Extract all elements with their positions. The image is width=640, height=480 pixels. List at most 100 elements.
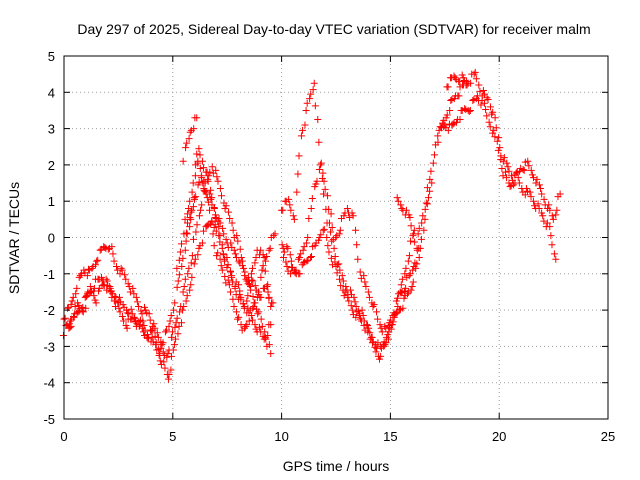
data-point: [456, 77, 464, 85]
data-point: [118, 266, 126, 274]
data-point: [410, 263, 418, 271]
data-point: [158, 341, 166, 349]
data-point: [70, 313, 78, 321]
data-point: [92, 261, 100, 269]
data-point: [202, 188, 210, 196]
data-point: [299, 126, 307, 134]
data-point: [74, 308, 82, 316]
data-point: [480, 99, 488, 107]
data-point: [225, 208, 233, 216]
data-point: [84, 265, 92, 273]
data-point: [360, 272, 368, 280]
data-point: [103, 277, 111, 285]
data-point: [67, 322, 75, 330]
data-point: [186, 286, 194, 294]
data-point: [106, 283, 114, 291]
data-point: [513, 168, 521, 176]
data-point: [297, 132, 305, 140]
data-point: [282, 258, 290, 266]
data-point: [420, 226, 428, 234]
y-tick-label: 4: [48, 85, 55, 100]
data-point: [126, 288, 134, 296]
data-point: [149, 326, 157, 334]
data-point: [419, 212, 427, 220]
data-point: [402, 206, 410, 214]
data-point: [524, 157, 532, 165]
data-point: [323, 234, 331, 241]
data-point: [352, 313, 360, 321]
data-point: [117, 264, 125, 272]
data-point: [393, 294, 401, 302]
data-point: [227, 239, 235, 247]
data-point: [86, 289, 94, 297]
data-point: [265, 294, 273, 302]
data-point: [320, 225, 328, 233]
data-point: [128, 310, 136, 318]
data-point: [221, 257, 229, 265]
y-tick-label: 1: [48, 194, 55, 209]
data-point: [175, 256, 183, 264]
data-point: [257, 273, 265, 281]
data-point: [251, 259, 259, 267]
data-point: [206, 190, 214, 198]
data-point: [315, 165, 323, 173]
data-point: [181, 275, 189, 283]
data-series-sdtvar: [59, 68, 564, 383]
data-point: [411, 259, 419, 267]
data-point: [307, 90, 315, 98]
data-point: [389, 318, 397, 326]
data-point: [197, 172, 205, 180]
data-point: [127, 305, 135, 313]
data-point: [243, 297, 251, 305]
data-point: [247, 270, 255, 278]
data-point: [310, 79, 318, 87]
data-point: [444, 126, 452, 134]
data-point: [59, 332, 67, 340]
data-point: [447, 96, 455, 104]
data-point: [234, 315, 242, 323]
data-point: [407, 286, 415, 294]
data-point: [176, 308, 184, 316]
data-point: [78, 304, 86, 312]
data-point: [387, 325, 395, 333]
data-point: [188, 206, 196, 214]
data-point: [174, 277, 182, 285]
data-point: [348, 306, 356, 314]
data-point: [394, 302, 402, 310]
data-point: [538, 190, 546, 198]
data-point: [64, 304, 72, 312]
data-point: [426, 175, 434, 183]
data-point: [79, 303, 87, 311]
x-tick-label: 20: [492, 429, 506, 444]
data-point: [203, 222, 211, 230]
data-point: [193, 114, 201, 122]
data-point: [186, 128, 194, 136]
data-point: [193, 221, 201, 229]
data-point: [355, 312, 363, 320]
data-point: [415, 224, 423, 232]
data-point: [132, 293, 140, 301]
data-point: [193, 150, 201, 158]
data-point: [173, 264, 181, 272]
data-point: [110, 297, 118, 305]
data-point: [165, 371, 173, 379]
data-point: [345, 297, 353, 305]
data-point: [456, 116, 464, 124]
data-point: [434, 138, 442, 146]
data-point: [159, 339, 167, 347]
data-point: [216, 255, 224, 263]
data-point: [342, 283, 350, 291]
grid: [64, 56, 608, 419]
data-point: [146, 316, 154, 324]
data-point: [211, 214, 219, 222]
data-point: [188, 252, 196, 260]
data-point: [482, 106, 490, 114]
data-point: [352, 302, 360, 310]
data-point: [185, 204, 193, 212]
data-point: [535, 181, 543, 189]
data-point: [327, 254, 335, 262]
data-point: [187, 259, 195, 267]
data-point: [507, 172, 515, 180]
data-point: [333, 269, 341, 277]
axis-tick-labels: 0 5 10 15 20 25 -5 -4 -3 -2 -1 0 1 2 3 4 5: [43, 49, 615, 444]
